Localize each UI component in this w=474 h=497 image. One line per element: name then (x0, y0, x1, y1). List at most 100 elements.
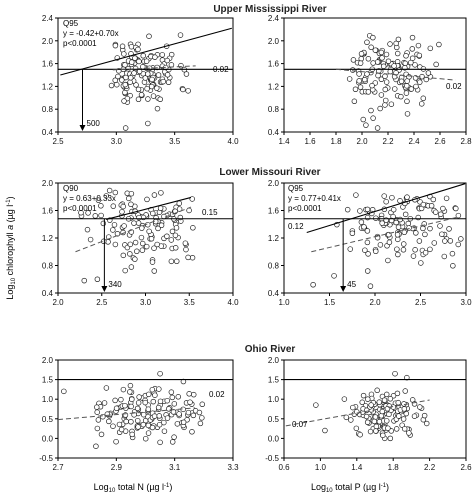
data-point (310, 282, 316, 288)
data-point (151, 192, 158, 198)
data-point (135, 220, 142, 226)
data-point (103, 385, 110, 391)
data-point (157, 370, 163, 377)
data-point (385, 257, 391, 264)
data-point (383, 391, 390, 398)
trend-line (75, 206, 192, 253)
data-point (381, 193, 387, 199)
data-point (144, 85, 150, 92)
data-point (416, 238, 423, 244)
data-point (185, 254, 191, 261)
data-point (122, 402, 128, 409)
data-point (136, 58, 142, 65)
plot-frame (57, 17, 234, 133)
x-tick-label: 3.3 (227, 463, 239, 472)
data-point (350, 57, 357, 63)
data-point (85, 210, 91, 216)
data-point (123, 74, 129, 81)
x-tick-label: 2.9 (111, 463, 123, 472)
x-tick-label: 2.5 (96, 298, 108, 307)
annotation: p<0.0001 (63, 39, 97, 48)
y-tick-label: 0.5 (42, 415, 54, 424)
data-point (418, 101, 425, 107)
data-point (418, 260, 424, 266)
data-point (387, 41, 393, 47)
data-point (374, 59, 381, 65)
y-tick-label: 2.0 (42, 179, 54, 188)
data-point (171, 401, 178, 407)
data-point (180, 86, 186, 93)
y-tick-label: 1.2 (268, 234, 280, 243)
data-point (392, 370, 398, 377)
data-point (396, 413, 402, 419)
data-point (158, 222, 165, 229)
data-point (383, 79, 390, 85)
x-tick-label: 1.0 (278, 298, 290, 307)
data-point (363, 413, 370, 420)
data-point (112, 189, 119, 196)
data-point (92, 213, 99, 219)
data-point (197, 420, 204, 427)
data-point (154, 241, 160, 248)
data-point (379, 55, 385, 61)
data-point (143, 58, 150, 64)
data-point (427, 225, 433, 232)
x-tick-label: 3.0 (111, 137, 123, 146)
data-point (157, 96, 163, 102)
data-point (378, 49, 385, 56)
data-point (360, 392, 367, 399)
y-tick-label: 2.0 (268, 179, 280, 188)
plot-frame (283, 359, 467, 459)
y-tick-label: 2.0 (268, 37, 280, 46)
data-point (186, 207, 192, 214)
data-point (142, 435, 149, 442)
x-tick-label: 3.0 (140, 298, 152, 307)
data-point (368, 402, 374, 408)
data-point (420, 201, 427, 208)
data-point (168, 258, 175, 265)
x-tick-label: 2.0 (369, 298, 381, 307)
data-point (127, 79, 133, 85)
data-point (156, 413, 163, 419)
data-point (341, 396, 348, 402)
trend-line (311, 216, 458, 253)
x-tick-label: 2.6 (434, 137, 446, 146)
y-tick-label: 0.0 (42, 434, 54, 443)
data-point (140, 411, 147, 418)
data-point (411, 413, 418, 419)
data-point (98, 212, 104, 219)
data-point (393, 426, 400, 432)
data-point (174, 421, 181, 427)
data-point (145, 120, 151, 127)
quantile-regression-line (60, 27, 232, 76)
data-point (134, 417, 141, 424)
y-axis-label: Log10 chlorophyll a (µg l-1) (5, 196, 17, 299)
x-tick-label: 1.8 (330, 137, 342, 146)
data-point (116, 421, 123, 428)
data-point (378, 92, 385, 98)
x-tick-label: 2.4 (408, 137, 420, 146)
data-point (364, 206, 371, 213)
y-tick-label: 2.0 (268, 356, 280, 365)
data-point (187, 399, 193, 405)
data-point (161, 428, 168, 434)
data-point (416, 52, 423, 59)
x-axis-label-phosphorus: Log10 total P (µg l-1) (311, 482, 389, 494)
data-point (365, 396, 371, 402)
data-point (357, 84, 364, 90)
data-point (409, 46, 416, 52)
data-point (442, 238, 448, 244)
panel-upper-mississippi-phosphorus: 1.4 1.6 1.8 2.0 2.2 2.4 2.6 2.8 0.4 0.8 1.2 1.6 2.0 2… (268, 14, 472, 146)
data-point (190, 412, 197, 419)
data-point (128, 201, 134, 208)
data-point (379, 408, 386, 415)
data-point (404, 111, 411, 117)
data-point (118, 396, 124, 403)
x-tick-label: 0.6 (278, 463, 290, 472)
data-point (420, 225, 426, 232)
data-point (403, 53, 409, 59)
data-point (189, 254, 196, 261)
annotation: 0.15 (202, 208, 218, 217)
data-point (183, 246, 189, 253)
